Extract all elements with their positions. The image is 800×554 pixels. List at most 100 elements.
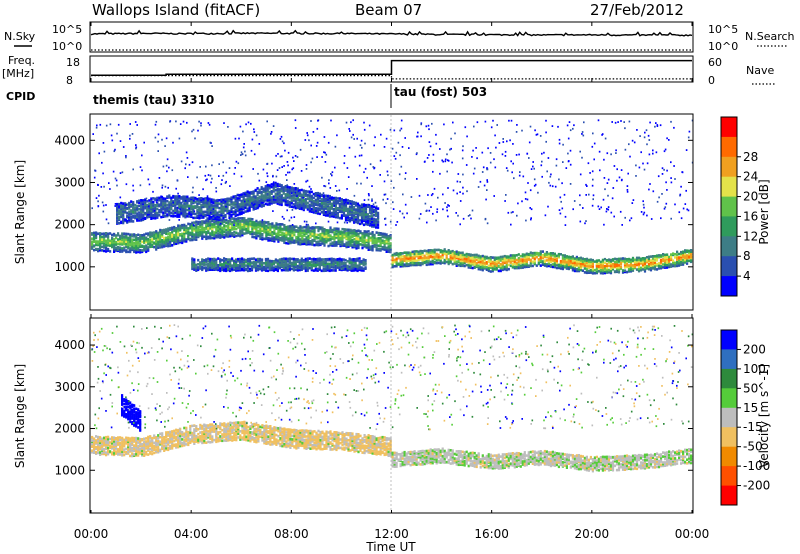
power-cell (250, 205, 253, 208)
power-cell (164, 209, 167, 213)
power-cell (425, 256, 428, 259)
power-cell (338, 209, 341, 212)
power-cell (229, 218, 232, 221)
power-cell (510, 223, 512, 226)
power-cell (210, 205, 213, 209)
power-cell (385, 202, 387, 205)
power-cell (316, 263, 319, 266)
power-cell (397, 252, 400, 256)
power-cell (379, 244, 382, 248)
power-cell (308, 194, 311, 198)
power-cell (245, 231, 248, 235)
power-cell (511, 259, 514, 263)
power-cell (292, 199, 295, 202)
power-cell (569, 255, 572, 259)
power-cell (350, 265, 353, 269)
power-cell (298, 194, 301, 198)
power-cell (116, 202, 119, 206)
power-cell (300, 188, 303, 192)
power-cell (235, 265, 238, 269)
power-cell (140, 207, 143, 211)
power-cell (201, 231, 204, 234)
power-cell (292, 264, 295, 268)
power-cell (467, 261, 470, 265)
power-cell (154, 197, 157, 201)
power-cell (238, 193, 241, 197)
power-cell (183, 223, 186, 227)
power-cell (208, 208, 211, 212)
power-cell (223, 257, 226, 260)
power-cell (615, 260, 619, 263)
power-cell (329, 234, 332, 237)
power-cell (139, 236, 142, 239)
power-cell (99, 235, 102, 238)
power-cell (196, 205, 199, 209)
power-cell (547, 254, 550, 258)
power-cell (347, 228, 350, 232)
power-cell (255, 227, 258, 231)
power-cell (118, 222, 121, 225)
power-cell (563, 259, 566, 262)
power-cell (266, 185, 269, 189)
power-cell (296, 188, 299, 192)
power-cell (158, 177, 161, 179)
power-cell (567, 152, 569, 155)
power-cell (637, 267, 641, 270)
power-cell (351, 235, 354, 239)
power-cell (471, 209, 474, 212)
power-cell (326, 196, 329, 200)
power-cell (168, 210, 171, 214)
power-cell (248, 194, 251, 197)
power-cell (384, 223, 387, 226)
power-cell (655, 257, 659, 261)
power-cell (427, 250, 430, 254)
power-cell (151, 231, 154, 235)
power-cell (265, 236, 268, 239)
power-cell (363, 243, 366, 247)
power-cell (483, 262, 486, 265)
power-cell (143, 238, 146, 241)
power-cell (285, 241, 288, 245)
power-cell (680, 250, 683, 254)
power-cell (318, 207, 321, 211)
power-cell (507, 258, 510, 262)
power-cell (250, 196, 253, 199)
power-cell (537, 261, 540, 264)
power-cell (234, 198, 237, 201)
power-cell (565, 263, 568, 266)
power-cell (241, 219, 244, 222)
power-cell (184, 208, 187, 212)
power-cell (189, 233, 192, 237)
power-cell (462, 173, 464, 176)
power-cell (286, 179, 288, 181)
power-cell (258, 191, 261, 194)
power-cell (206, 212, 209, 215)
power-cell (223, 263, 226, 267)
power-cell (482, 166, 485, 169)
power-cell (115, 249, 118, 252)
power-cell (437, 196, 439, 199)
power-cell (328, 202, 331, 205)
power-cell (553, 262, 556, 266)
power-cell (125, 240, 128, 244)
power-cell (178, 205, 181, 209)
power-cell (513, 265, 516, 269)
power-cell (283, 224, 286, 227)
power-cell (259, 228, 262, 232)
power-cell (242, 195, 245, 199)
power-cell (403, 255, 406, 258)
power-cell (183, 232, 186, 235)
power-cell (276, 263, 279, 267)
power-cell (651, 263, 655, 267)
power-cell (407, 263, 410, 266)
power-cell (144, 200, 147, 203)
power-cell (215, 235, 218, 239)
power-cell (427, 253, 430, 256)
power-cell (226, 202, 229, 206)
power-cell (235, 267, 238, 271)
power-cell (275, 235, 278, 238)
power-cell (270, 192, 273, 195)
power-cell (357, 238, 360, 241)
power-cell (505, 265, 508, 268)
power-cell (272, 190, 275, 193)
